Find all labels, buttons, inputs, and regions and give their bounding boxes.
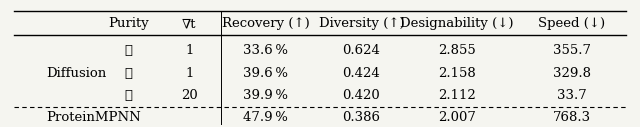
Text: 2.112: 2.112 bbox=[438, 89, 476, 102]
Text: 33.7: 33.7 bbox=[557, 89, 587, 102]
Text: ✗: ✗ bbox=[125, 44, 133, 57]
Text: ProteinMPNN: ProteinMPNN bbox=[46, 111, 141, 124]
Text: 1: 1 bbox=[185, 67, 193, 80]
Text: ✓: ✓ bbox=[125, 89, 133, 102]
Text: 355.7: 355.7 bbox=[553, 44, 591, 57]
Text: Diffusion: Diffusion bbox=[46, 67, 106, 80]
Text: Speed (↓): Speed (↓) bbox=[538, 17, 605, 30]
Text: 33.6 %: 33.6 % bbox=[243, 44, 289, 57]
Text: Purity: Purity bbox=[108, 17, 149, 30]
Text: 0.420: 0.420 bbox=[342, 89, 380, 102]
Text: ∇t: ∇t bbox=[182, 17, 196, 30]
Text: 0.386: 0.386 bbox=[342, 111, 380, 124]
Text: 47.9 %: 47.9 % bbox=[243, 111, 288, 124]
Text: ✓: ✓ bbox=[125, 67, 133, 80]
Text: 768.3: 768.3 bbox=[553, 111, 591, 124]
Text: Designability (↓): Designability (↓) bbox=[400, 17, 514, 30]
Text: Diversity (↑): Diversity (↑) bbox=[319, 17, 404, 30]
Text: 39.9 %: 39.9 % bbox=[243, 89, 289, 102]
Text: 0.624: 0.624 bbox=[342, 44, 380, 57]
Text: 0.424: 0.424 bbox=[342, 67, 380, 80]
Text: 20: 20 bbox=[181, 89, 198, 102]
Text: Recovery (↑): Recovery (↑) bbox=[222, 17, 310, 30]
Text: 2.007: 2.007 bbox=[438, 111, 476, 124]
Text: 1: 1 bbox=[185, 44, 193, 57]
Text: 2.855: 2.855 bbox=[438, 44, 476, 57]
Text: 329.8: 329.8 bbox=[553, 67, 591, 80]
Text: 2.158: 2.158 bbox=[438, 67, 476, 80]
Text: 39.6 %: 39.6 % bbox=[243, 67, 289, 80]
